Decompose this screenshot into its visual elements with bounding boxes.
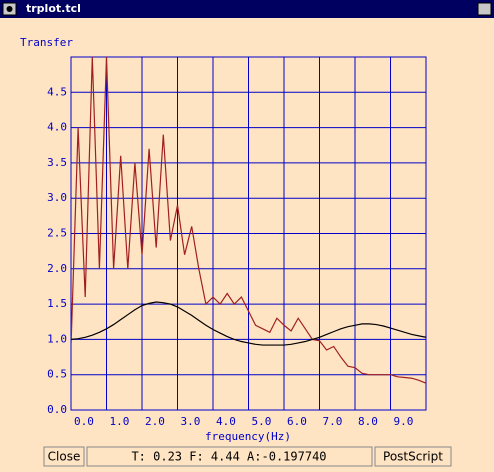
plot-frame: [70, 56, 427, 411]
y-tick-label: 4.5: [47, 85, 67, 98]
postscript-button[interactable]: [374, 446, 452, 467]
y-tick-label: 1.0: [47, 332, 67, 345]
x-tick-label: 5.0: [252, 415, 272, 428]
window-menu-icon: [6, 6, 13, 12]
status-text: T: 0.23 F: 4.44 A:-0.197740: [131, 450, 326, 464]
x-tick-label: 6.0: [287, 415, 307, 428]
y-tick-label: 3.0: [47, 191, 67, 204]
window-control[interactable]: [477, 2, 492, 16]
y-tick-label: 1.5: [47, 297, 67, 310]
y-tick-label: 0.0: [47, 403, 67, 416]
y-tick-label: 3.5: [47, 156, 67, 169]
data-line: [71, 57, 426, 384]
y-tick-label: 2.5: [47, 227, 67, 240]
x-tick-label: 1.0: [110, 415, 130, 428]
title-bar: [0, 0, 494, 18]
x-axis-label: frequency(Hz): [205, 430, 291, 443]
x-tick-label: 9.0: [394, 415, 414, 428]
close-button[interactable]: [43, 446, 85, 467]
y-tick-label: 4.0: [47, 121, 67, 134]
x-tick-label: 2.0: [145, 415, 165, 428]
postscript-button-label[interactable]: PostScript: [383, 450, 443, 464]
x-tick-label: 0.0: [74, 415, 94, 428]
x-tick-label: 8.0: [358, 415, 378, 428]
x-tick-label: 4.0: [216, 415, 236, 428]
y-tick-label: 0.5: [47, 368, 67, 381]
x-tick-label: 3.0: [181, 415, 201, 428]
window-title: trplot.tcl: [26, 2, 81, 15]
y-tick-label: 2.0: [47, 262, 67, 275]
close-button-label[interactable]: Close: [48, 450, 81, 464]
status-box: [86, 446, 373, 467]
x-tick-label: 7.0: [323, 415, 343, 428]
data-line: [71, 301, 426, 346]
y-axis-label: Transfer: [20, 36, 73, 49]
